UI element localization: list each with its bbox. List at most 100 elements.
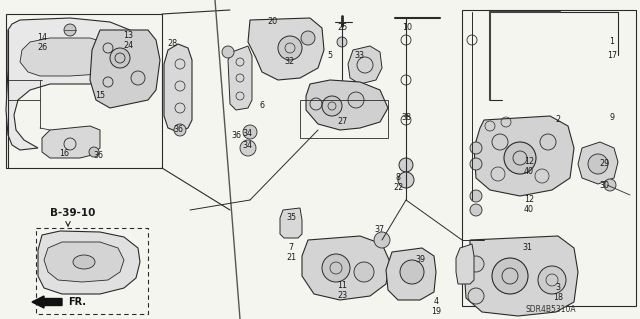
Text: 17: 17 — [607, 50, 617, 60]
Text: 31: 31 — [522, 243, 532, 253]
Text: 12: 12 — [524, 158, 534, 167]
Text: 11: 11 — [337, 280, 347, 290]
Text: 36: 36 — [93, 152, 103, 160]
Text: 18: 18 — [553, 293, 563, 301]
Circle shape — [504, 142, 536, 174]
FancyArrow shape — [32, 296, 62, 308]
Text: 25: 25 — [337, 24, 347, 33]
Text: 13: 13 — [123, 31, 133, 40]
Text: 4: 4 — [433, 296, 438, 306]
Text: 39: 39 — [415, 256, 425, 264]
Polygon shape — [38, 231, 140, 294]
Circle shape — [354, 262, 374, 282]
Polygon shape — [306, 80, 388, 130]
Circle shape — [492, 134, 508, 150]
Polygon shape — [302, 236, 390, 300]
Text: B-39-10: B-39-10 — [50, 208, 95, 218]
Circle shape — [538, 266, 566, 294]
Polygon shape — [6, 18, 152, 150]
Polygon shape — [386, 248, 436, 300]
Text: 33: 33 — [354, 50, 364, 60]
Circle shape — [470, 204, 482, 216]
Bar — [6, 14, 162, 168]
Circle shape — [468, 288, 484, 304]
Circle shape — [243, 125, 257, 139]
Circle shape — [110, 48, 130, 68]
Text: 7: 7 — [289, 243, 294, 253]
Text: 34: 34 — [242, 142, 252, 151]
Polygon shape — [464, 236, 578, 316]
Text: 8: 8 — [396, 174, 401, 182]
Text: 23: 23 — [337, 291, 347, 300]
Text: 30: 30 — [599, 181, 609, 189]
Circle shape — [588, 154, 608, 174]
Circle shape — [64, 24, 76, 36]
Text: 6: 6 — [259, 101, 264, 110]
Circle shape — [540, 134, 556, 150]
Circle shape — [301, 31, 315, 45]
Circle shape — [174, 124, 186, 136]
Text: FR.: FR. — [68, 297, 86, 307]
Polygon shape — [280, 208, 302, 238]
Text: 26: 26 — [37, 43, 47, 53]
Text: 34: 34 — [242, 129, 252, 137]
Circle shape — [322, 254, 350, 282]
Text: 35: 35 — [286, 213, 296, 222]
Text: 22: 22 — [393, 183, 403, 192]
Text: 2: 2 — [556, 115, 561, 124]
Text: 19: 19 — [431, 307, 441, 315]
Text: 9: 9 — [609, 114, 614, 122]
Text: 27: 27 — [337, 117, 347, 127]
Text: 37: 37 — [374, 226, 384, 234]
Polygon shape — [348, 46, 382, 84]
Text: 24: 24 — [123, 41, 133, 49]
Circle shape — [470, 158, 482, 170]
Circle shape — [337, 37, 347, 47]
Text: 36: 36 — [231, 130, 241, 139]
Circle shape — [131, 71, 145, 85]
Bar — [36, 228, 148, 314]
Text: 40: 40 — [524, 205, 534, 214]
Circle shape — [399, 158, 413, 172]
Circle shape — [398, 172, 414, 188]
Polygon shape — [90, 30, 160, 108]
Circle shape — [278, 36, 302, 60]
Circle shape — [604, 179, 616, 191]
Circle shape — [470, 142, 482, 154]
Polygon shape — [474, 116, 574, 196]
Text: 29: 29 — [599, 159, 609, 167]
Circle shape — [89, 147, 99, 157]
Polygon shape — [456, 244, 474, 284]
Text: 5: 5 — [328, 51, 333, 61]
Polygon shape — [228, 46, 252, 110]
Text: 38: 38 — [401, 113, 411, 122]
Text: 32: 32 — [284, 57, 294, 66]
Circle shape — [374, 232, 390, 248]
Polygon shape — [248, 18, 324, 80]
Circle shape — [492, 258, 528, 294]
Circle shape — [322, 96, 342, 116]
Text: 28: 28 — [167, 40, 177, 48]
Text: SDR4B5310A: SDR4B5310A — [525, 305, 575, 314]
Circle shape — [468, 256, 484, 272]
Text: 3: 3 — [556, 283, 561, 292]
Polygon shape — [164, 44, 192, 132]
Text: 10: 10 — [402, 24, 412, 33]
Ellipse shape — [73, 255, 95, 269]
Text: 1: 1 — [609, 38, 614, 47]
Bar — [462, 10, 636, 306]
Circle shape — [348, 92, 364, 108]
Text: 20: 20 — [267, 18, 277, 26]
Text: 16: 16 — [59, 149, 69, 158]
Polygon shape — [44, 242, 124, 282]
Circle shape — [240, 140, 256, 156]
Circle shape — [222, 46, 234, 58]
Polygon shape — [20, 38, 120, 76]
Text: 36: 36 — [173, 124, 183, 133]
Text: 15: 15 — [95, 92, 105, 100]
Circle shape — [470, 190, 482, 202]
Text: 14: 14 — [37, 33, 47, 42]
Text: 40: 40 — [524, 167, 534, 176]
Polygon shape — [578, 142, 618, 184]
Text: 12: 12 — [524, 196, 534, 204]
